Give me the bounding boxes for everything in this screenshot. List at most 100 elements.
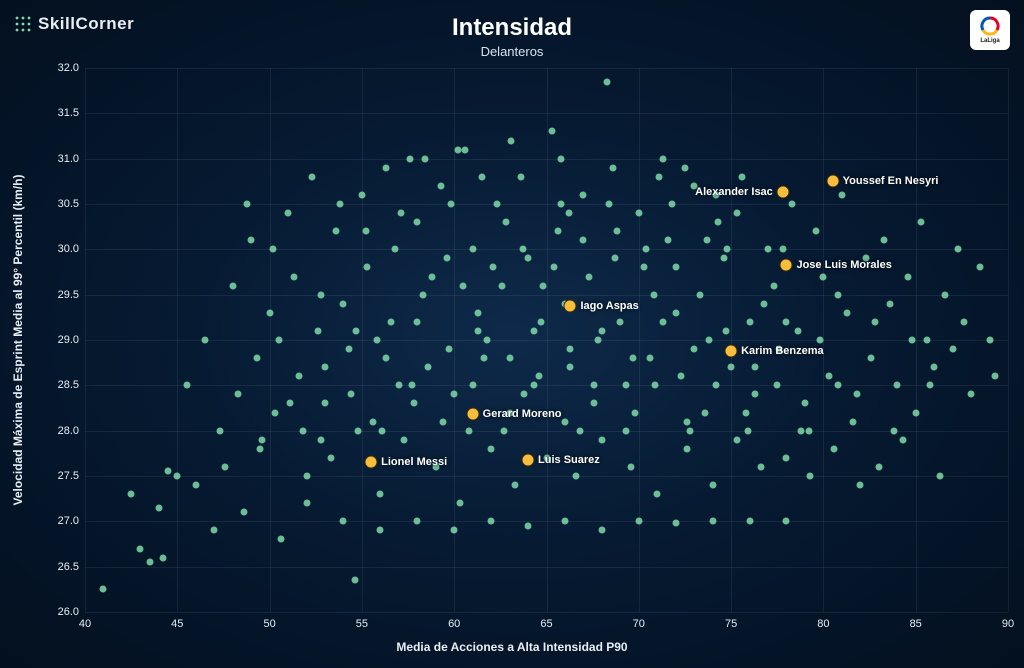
- highlight-point: [365, 456, 378, 469]
- scatter-point: [613, 228, 620, 235]
- scatter-point: [382, 355, 389, 362]
- y-gridline: [85, 385, 1008, 386]
- highlight-point: [780, 258, 793, 271]
- scatter-point: [549, 128, 556, 135]
- scatter-point: [159, 554, 166, 561]
- x-tick-label: 65: [540, 618, 552, 630]
- highlight-label: Luis Suarez: [538, 454, 600, 466]
- scatter-point: [813, 228, 820, 235]
- y-gridline: [85, 68, 1008, 69]
- y-gridline: [85, 113, 1008, 114]
- scatter-point: [672, 264, 679, 271]
- scatter-point: [872, 318, 879, 325]
- y-tick-label: 31.5: [49, 107, 79, 119]
- scatter-point: [585, 273, 592, 280]
- scatter-point: [309, 173, 316, 180]
- scatter-point: [429, 273, 436, 280]
- scatter-point: [949, 346, 956, 353]
- scatter-point: [333, 228, 340, 235]
- scatter-point: [155, 504, 162, 511]
- scatter-point: [757, 463, 764, 470]
- scatter-point: [425, 364, 432, 371]
- scatter-point: [369, 418, 376, 425]
- x-tick-label: 55: [356, 618, 368, 630]
- scatter-point: [248, 237, 255, 244]
- scatter-point: [165, 468, 172, 475]
- scatter-point: [512, 482, 519, 489]
- scatter-point: [539, 282, 546, 289]
- y-gridline: [85, 612, 1008, 613]
- scatter-point: [296, 373, 303, 380]
- scatter-point: [286, 400, 293, 407]
- scatter-point: [318, 436, 325, 443]
- scatter-point: [683, 445, 690, 452]
- scatter-point: [831, 445, 838, 452]
- scatter-point: [709, 482, 716, 489]
- scatter-point: [598, 436, 605, 443]
- scatter-point: [475, 327, 482, 334]
- scatter-point: [525, 255, 532, 262]
- scatter-point: [489, 264, 496, 271]
- scatter-point: [272, 409, 279, 416]
- scatter-point: [960, 318, 967, 325]
- highlight-point: [725, 344, 738, 357]
- scatter-point: [591, 400, 598, 407]
- y-tick-label: 29.5: [49, 289, 79, 301]
- scatter-point: [838, 191, 845, 198]
- chart-title-block: Intensidad Delanteros: [0, 14, 1024, 59]
- scatter-point: [192, 482, 199, 489]
- y-tick-label: 26.0: [49, 606, 79, 618]
- scatter-point: [506, 355, 513, 362]
- scatter-point: [918, 219, 925, 226]
- scatter-point: [761, 300, 768, 307]
- scatter-point: [340, 300, 347, 307]
- y-gridline: [85, 567, 1008, 568]
- scatter-point: [253, 355, 260, 362]
- scatter-point: [443, 255, 450, 262]
- y-gridline: [85, 431, 1008, 432]
- scatter-point: [377, 527, 384, 534]
- scatter-point: [211, 527, 218, 534]
- scatter-point: [580, 237, 587, 244]
- scatter-point: [257, 445, 264, 452]
- scatter-point: [285, 210, 292, 217]
- scatter-point: [290, 273, 297, 280]
- scatter-point: [857, 482, 864, 489]
- scatter-point: [137, 545, 144, 552]
- highlight-point: [776, 186, 789, 199]
- scatter-point: [521, 391, 528, 398]
- scatter-point: [968, 391, 975, 398]
- x-tick-label: 70: [633, 618, 645, 630]
- scatter-point: [502, 219, 509, 226]
- scatter-point: [499, 282, 506, 289]
- scatter-point: [683, 418, 690, 425]
- scatter-point: [609, 164, 616, 171]
- scatter-point: [488, 445, 495, 452]
- scatter-point: [752, 391, 759, 398]
- scatter-point: [702, 409, 709, 416]
- y-axis-label: Velocidad Máxima de Esprint Media al 99°…: [11, 175, 25, 506]
- x-tick-label: 75: [725, 618, 737, 630]
- scatter-point: [659, 318, 666, 325]
- scatter-point: [853, 391, 860, 398]
- scatter-point: [632, 409, 639, 416]
- scatter-point: [362, 228, 369, 235]
- highlight-label: Karim Benzema: [741, 345, 824, 357]
- scatter-point: [565, 210, 572, 217]
- scatter-point: [235, 391, 242, 398]
- highlight-label: Youssef En Nesyri: [843, 175, 939, 187]
- x-axis-label: Media de Acciones a Alta Intensidad P90: [0, 640, 1024, 654]
- scatter-point: [460, 282, 467, 289]
- scatter-point: [314, 327, 321, 334]
- scatter-point: [598, 327, 605, 334]
- scatter-point: [345, 346, 352, 353]
- x-tick-label: 60: [448, 618, 460, 630]
- scatter-point: [739, 173, 746, 180]
- scatter-point: [720, 255, 727, 262]
- scatter-point: [321, 364, 328, 371]
- scatter-point: [388, 318, 395, 325]
- scatter-point: [321, 400, 328, 407]
- x-gridline: [1008, 68, 1009, 612]
- scatter-point: [628, 463, 635, 470]
- scatter-point: [550, 264, 557, 271]
